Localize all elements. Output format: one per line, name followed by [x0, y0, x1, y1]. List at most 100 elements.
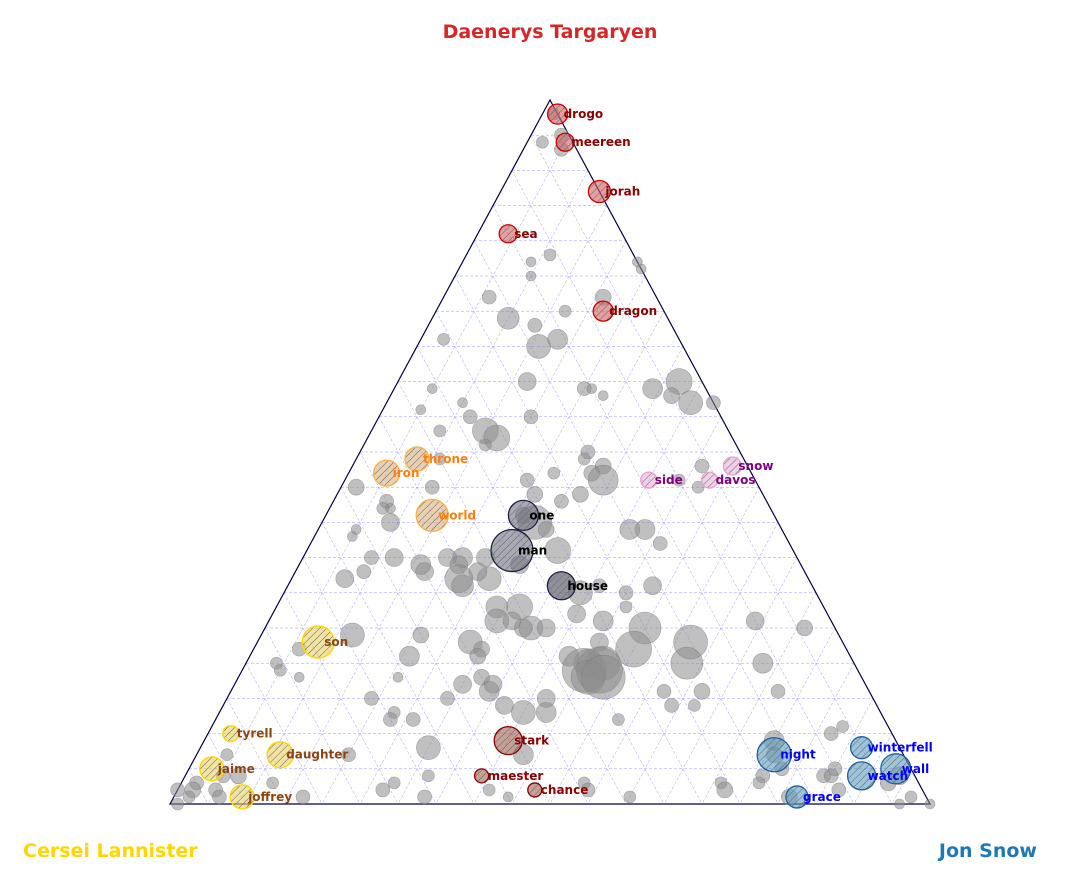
- point-world: [415, 498, 449, 533]
- background-point: [612, 713, 625, 726]
- background-point: [415, 404, 427, 416]
- point-hatch: [266, 741, 294, 769]
- background-point: [511, 700, 536, 725]
- background-point: [716, 781, 734, 799]
- background-point: [212, 789, 227, 805]
- background-point: [580, 782, 596, 798]
- background-point: [451, 574, 474, 598]
- point-hatch: [785, 785, 809, 809]
- background-point: [481, 289, 497, 305]
- point-one: [507, 499, 540, 532]
- background-point: [823, 768, 839, 784]
- background-point: [537, 521, 555, 538]
- point-hatch: [301, 625, 335, 659]
- point-label-meereen: meereen: [571, 135, 631, 149]
- background-point: [894, 798, 905, 810]
- background-point: [495, 696, 514, 715]
- point-label-side: side: [655, 473, 683, 487]
- point-label-iron: iron: [393, 466, 420, 480]
- background-point: [597, 390, 609, 401]
- background-point: [592, 578, 607, 594]
- background-point: [469, 647, 487, 665]
- point-wall: [880, 753, 912, 785]
- point-label-stark: stark: [514, 734, 550, 748]
- point-hatch: [546, 571, 577, 601]
- background-point: [642, 378, 663, 399]
- point-man: [490, 528, 534, 573]
- point-label-watch: watch: [868, 769, 909, 783]
- background-point: [615, 630, 652, 668]
- point-hatch: [849, 736, 874, 760]
- point-side: [640, 471, 658, 489]
- grid-line: [283, 592, 399, 805]
- background-point: [170, 782, 185, 798]
- point-meereen: [555, 132, 575, 152]
- background-point: [525, 256, 537, 268]
- background-point: [182, 790, 196, 804]
- background-point: [554, 493, 569, 509]
- grid-line: [663, 557, 798, 805]
- point-dragon: [592, 300, 614, 322]
- background-point: [831, 782, 847, 798]
- background-point: [415, 562, 434, 581]
- background-point: [904, 790, 918, 804]
- background-point: [341, 747, 356, 763]
- point-label-night: night: [780, 748, 816, 762]
- background-point: [171, 797, 184, 811]
- background-point: [273, 663, 287, 677]
- background-point: [417, 789, 432, 805]
- point-hatch: [555, 132, 575, 152]
- background-point: [376, 502, 390, 515]
- point-label-winterfell: winterfell: [868, 741, 933, 755]
- background-point: [836, 720, 849, 733]
- point-iron: [372, 459, 401, 487]
- point-winterfell: [849, 736, 874, 760]
- point-hatch: [372, 459, 401, 487]
- point-hatch: [415, 498, 449, 533]
- point-hatch: [229, 784, 255, 810]
- point-night: [756, 737, 792, 773]
- background-point: [293, 671, 305, 683]
- background-point: [437, 333, 450, 346]
- background-point: [433, 424, 447, 438]
- background-point: [457, 397, 468, 409]
- background-point: [426, 383, 438, 394]
- background-point: [632, 256, 643, 268]
- point-throne: [404, 446, 430, 472]
- background-point: [384, 548, 404, 567]
- background-point: [536, 618, 556, 638]
- background-point: [453, 675, 472, 694]
- background-point: [663, 387, 680, 404]
- point-label-jaime: jaime: [217, 762, 255, 776]
- background-point: [623, 790, 637, 804]
- point-joffrey: [229, 784, 255, 810]
- point-tyrell: [222, 724, 240, 743]
- point-label-chance: chance: [541, 783, 589, 797]
- grid-line: [378, 416, 589, 805]
- background-point: [643, 576, 662, 596]
- point-hatch: [527, 782, 543, 798]
- point-stark: [493, 725, 523, 756]
- point-house: [546, 571, 577, 601]
- vertex-label-top: Daenerys Targaryen: [442, 21, 658, 43]
- background-point: [416, 735, 441, 760]
- point-label-man: man: [518, 544, 547, 558]
- point-hatch: [846, 761, 877, 791]
- background-point: [519, 472, 535, 488]
- background-point: [745, 611, 765, 631]
- point-label-joffrey: joffrey: [247, 790, 292, 804]
- grid-line: [245, 663, 323, 805]
- point-label-grace: grace: [803, 790, 841, 804]
- point-label-sea: sea: [514, 227, 537, 241]
- point-sea: [498, 224, 518, 244]
- point-label-snow: snow: [738, 459, 773, 473]
- grid-line: [283, 205, 608, 805]
- point-hatch: [756, 737, 792, 773]
- background-point: [347, 478, 365, 496]
- background-point: [478, 681, 500, 702]
- grid-line: [302, 557, 437, 805]
- background-point: [502, 791, 514, 803]
- point-hatch: [640, 471, 658, 489]
- background-point: [375, 782, 391, 798]
- background-point: [364, 550, 379, 565]
